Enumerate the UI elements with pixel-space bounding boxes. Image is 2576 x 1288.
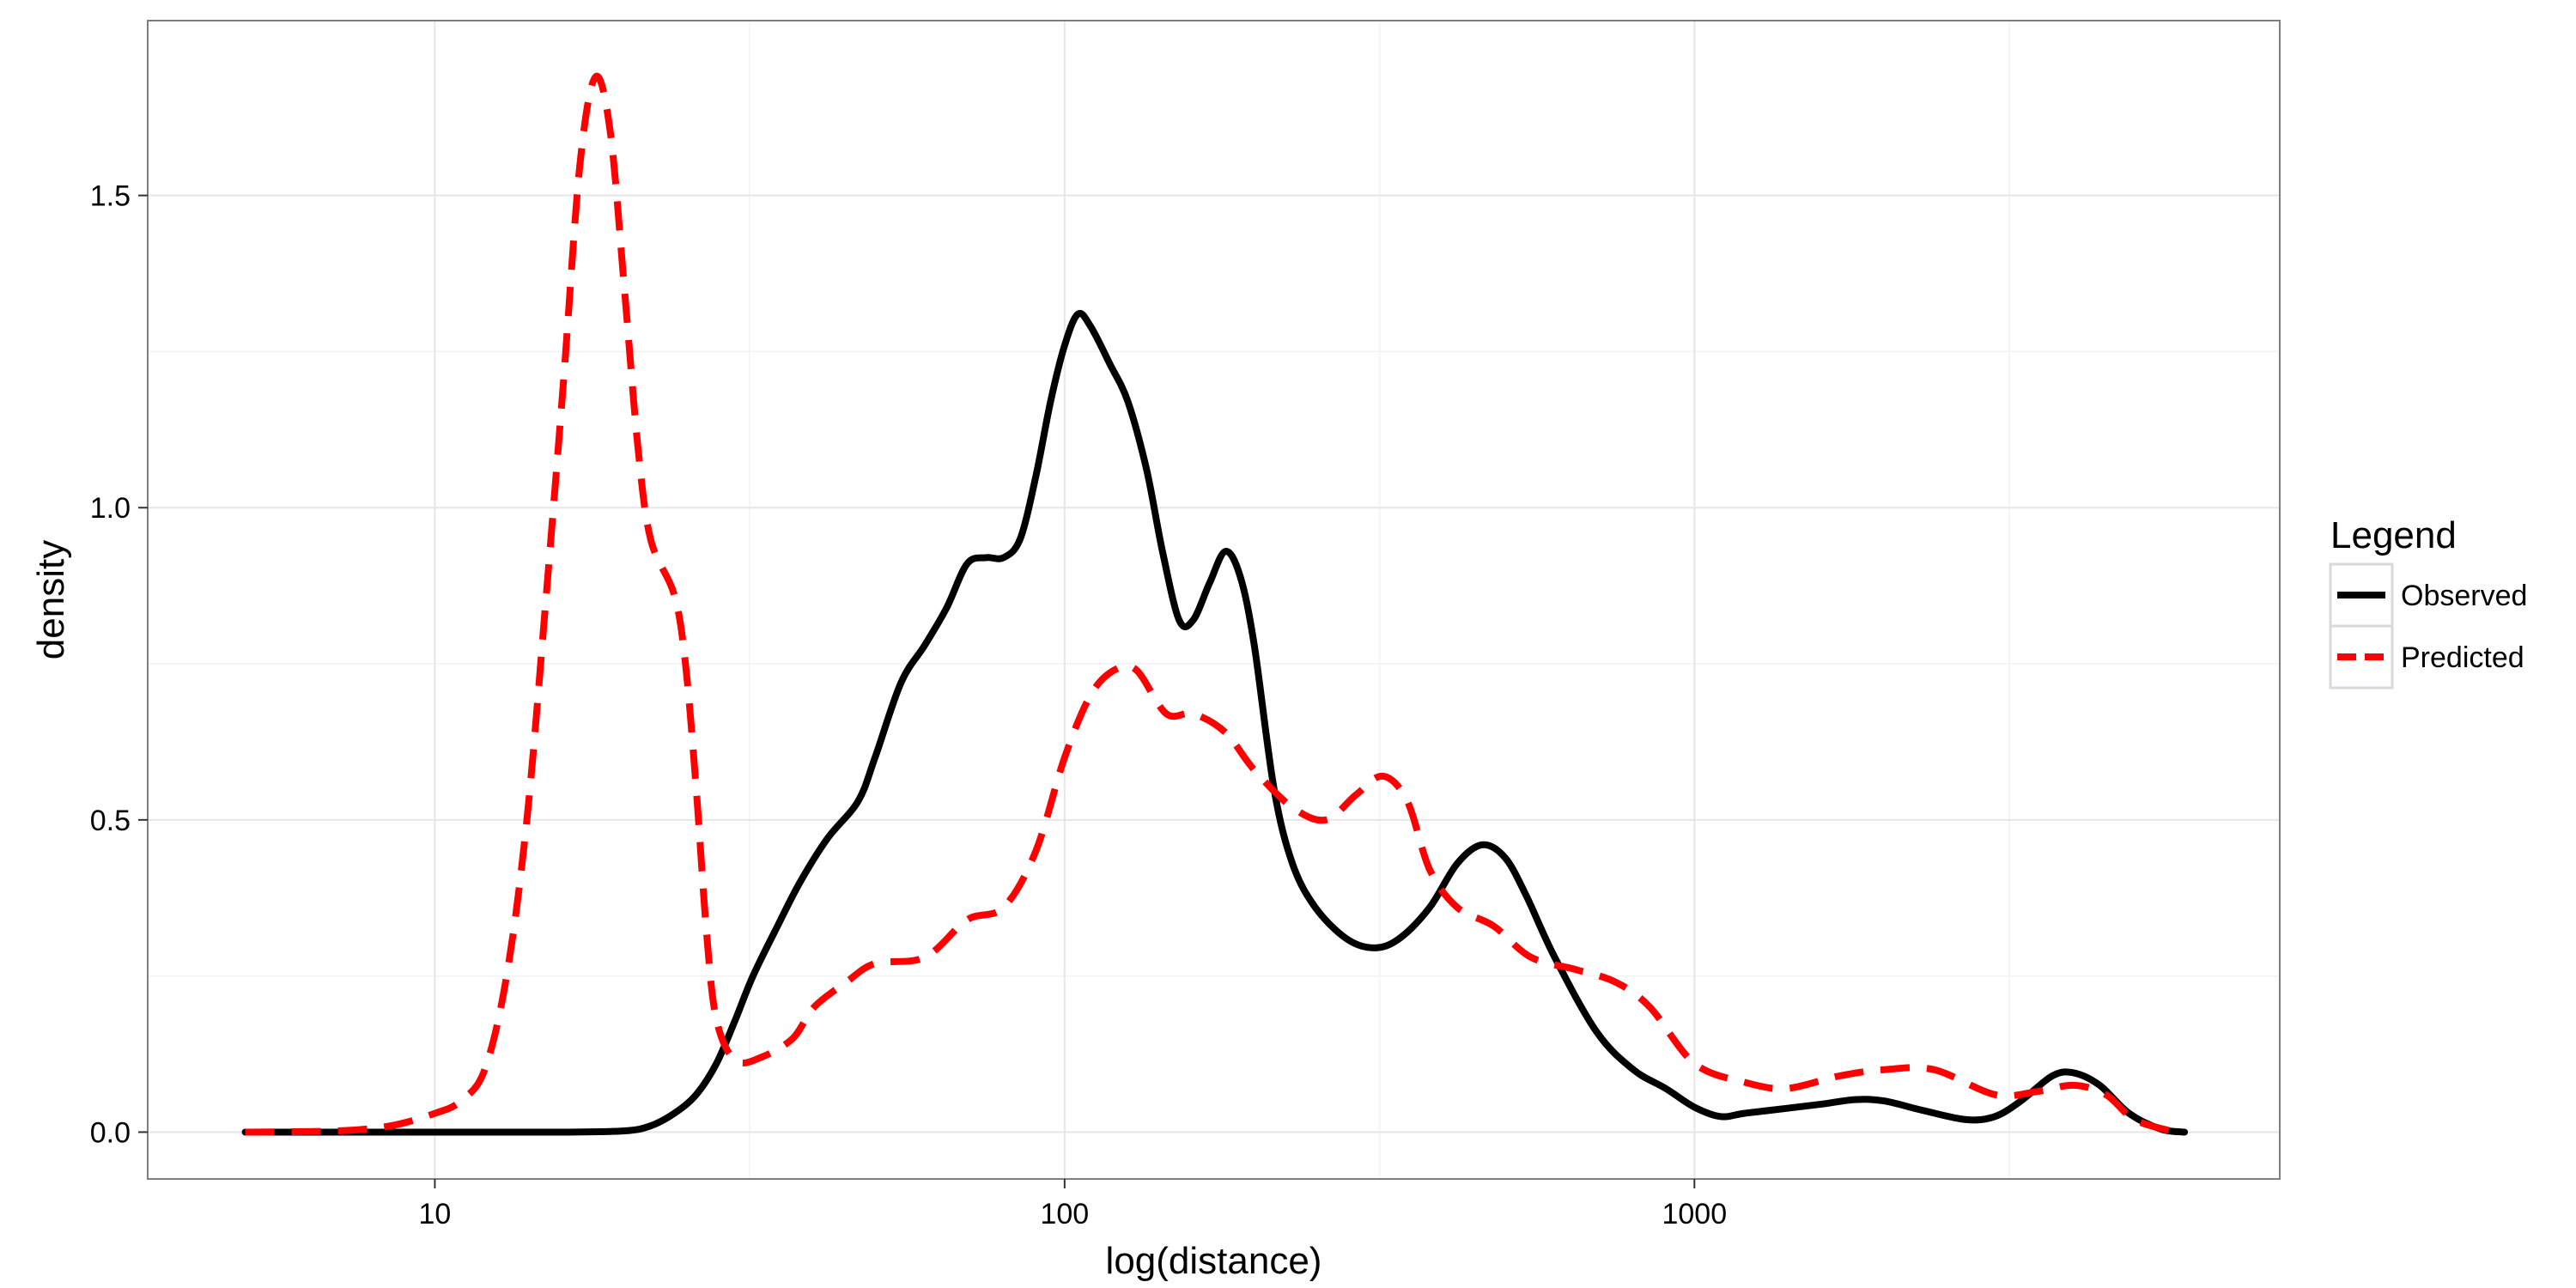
legend: Legend Observed Predicted [2329,514,2527,690]
plot-border [147,20,2281,1180]
legend-item-observed: Observed [2329,562,2527,628]
legend-label: Observed [2401,580,2527,612]
grid-lines [148,21,2280,1179]
legend-label: Predicted [2401,641,2524,674]
series-lines [241,72,2189,1136]
series-line-observed [241,310,2189,1136]
y-tick-label: 1.5 [90,180,131,213]
x-tick-label: 10 [418,1198,451,1230]
x-tick-label: 1000 [1662,1198,1727,1230]
series-line-predicted [245,72,2177,1136]
y-axis-title: density [30,540,72,659]
legend-item-predicted: Predicted [2329,624,2524,690]
y-tick-label: 0.5 [90,805,131,837]
y-tick-label: 0.0 [90,1116,131,1149]
axes: 0.0 0.5 1.0 1.5 10 100 1000 [90,180,1727,1230]
x-tick-label: 100 [1040,1198,1089,1230]
y-tick-label: 1.0 [90,492,131,525]
legend-title: Legend [2330,514,2457,556]
plot-panel [148,21,2280,1179]
x-axis-title: log(distance) [1106,1240,1322,1282]
